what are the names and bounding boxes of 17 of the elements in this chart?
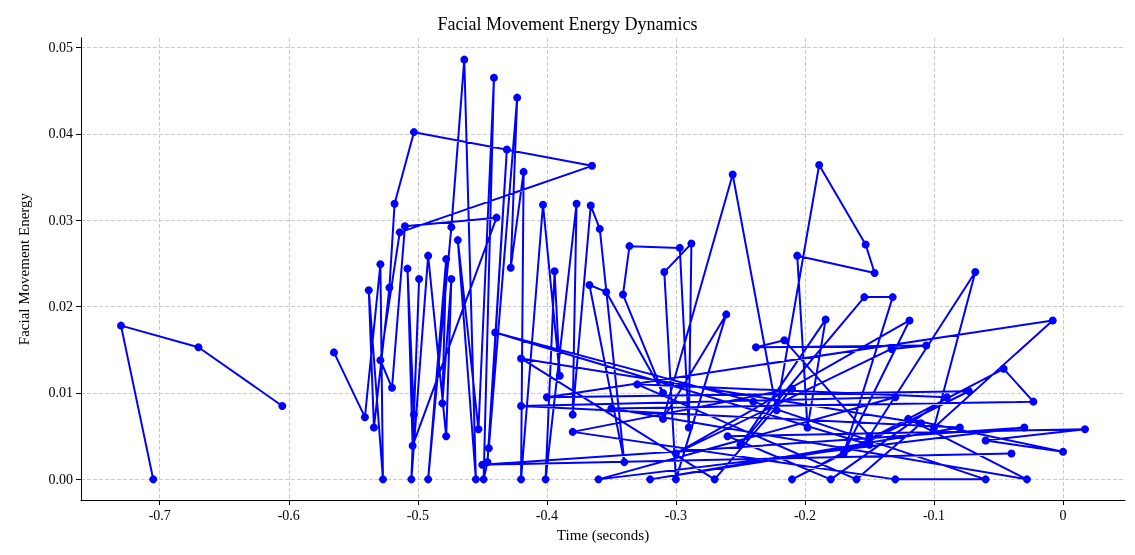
x-tick-label: -0.4 xyxy=(535,507,558,523)
x-tick-label: -0.3 xyxy=(664,507,687,523)
x-tick-label: -0.1 xyxy=(922,507,946,523)
chart-title: Facial Movement Energy Dynamics xyxy=(437,14,698,34)
x-tick-label: -0.6 xyxy=(277,507,300,523)
y-tick-label: 0.01 xyxy=(48,385,73,401)
x-axis-title: Time (seconds) xyxy=(556,526,650,544)
y-tick-label: 0.04 xyxy=(48,126,73,142)
x-tick-label: 0 xyxy=(1059,507,1067,523)
y-tick-label: 0.03 xyxy=(48,212,73,228)
y-tick-label: 0.02 xyxy=(48,299,73,315)
x-tick-label: -0.5 xyxy=(406,507,429,523)
y-tick-label: 0.05 xyxy=(48,40,73,55)
x-tick-label: -0.2 xyxy=(793,507,817,523)
y-axis-title: Facial Movement Energy xyxy=(15,192,32,346)
y-tick-label: 0.00 xyxy=(48,471,73,487)
x-tick-label: -0.7 xyxy=(148,507,171,523)
